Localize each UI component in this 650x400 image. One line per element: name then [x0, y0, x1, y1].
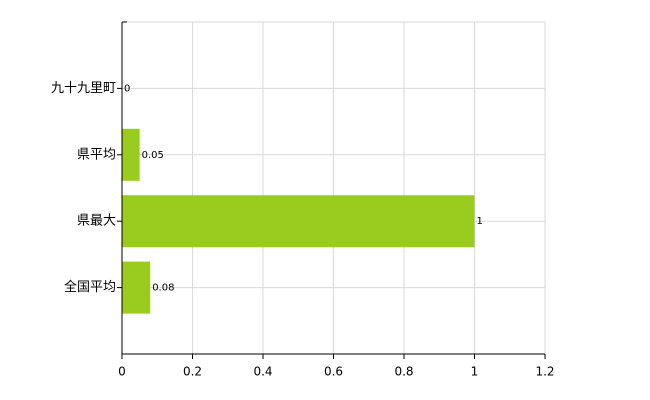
value-label: 0 [124, 83, 130, 94]
x-tick-label: 1 [471, 365, 479, 379]
value-label: 0.08 [152, 283, 174, 294]
y-tick-label: 全国平均 [64, 279, 116, 295]
value-label: 1 [477, 216, 483, 227]
y-tick-label: 県最大 [77, 214, 116, 229]
x-tick-label: 0.4 [253, 365, 272, 379]
y-tick-label: 県平均 [77, 147, 116, 162]
value-label: 0.05 [142, 150, 164, 161]
x-tick-label: 0.8 [394, 365, 413, 379]
bar [122, 195, 475, 248]
x-tick-label: 0 [118, 365, 126, 379]
x-tick-label: 0.6 [324, 365, 343, 379]
bar [122, 261, 151, 314]
bar [122, 128, 140, 181]
y-tick-label: 九十九里町 [51, 81, 116, 96]
x-tick-label: 1.2 [535, 365, 554, 379]
x-tick-label: 0.2 [183, 365, 202, 379]
